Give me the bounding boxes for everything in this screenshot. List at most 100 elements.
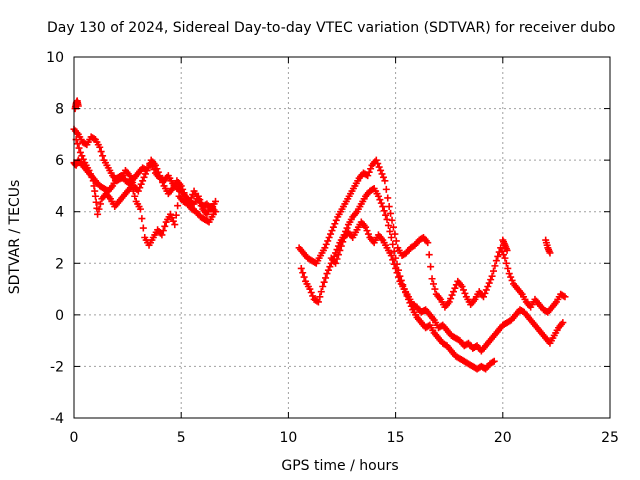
- data-point: [388, 216, 396, 224]
- data-point: [197, 202, 205, 210]
- data-point: [159, 227, 167, 235]
- data-point: [323, 270, 331, 278]
- data-point: [161, 222, 169, 230]
- data-point: [386, 227, 394, 235]
- data-point: [448, 291, 456, 299]
- data-point: [501, 254, 509, 262]
- data-point: [504, 264, 512, 272]
- data-point: [428, 275, 436, 283]
- data-point: [374, 160, 382, 168]
- data-point: [154, 168, 162, 176]
- data-point: [317, 288, 325, 296]
- data-point: [497, 244, 505, 252]
- grid-layer: [74, 57, 610, 418]
- data-point: [364, 230, 372, 238]
- data-point: [329, 223, 337, 231]
- data-point: [403, 292, 411, 300]
- data-point: [177, 182, 185, 190]
- data-point: [387, 209, 395, 217]
- data-point: [392, 264, 400, 272]
- data-point: [137, 180, 145, 188]
- data-point: [447, 295, 455, 303]
- data-point: [99, 152, 107, 160]
- data-point: [299, 269, 307, 277]
- data-point: [382, 211, 390, 219]
- x-axis-label: GPS time / hours: [281, 458, 398, 474]
- data-point: [141, 170, 149, 178]
- data-point: [376, 196, 384, 204]
- data-point: [96, 200, 104, 208]
- series-afternoon-band-C: [327, 218, 498, 373]
- data-point: [337, 242, 345, 250]
- y-tick-label: -2: [50, 359, 64, 375]
- data-point: [375, 163, 383, 171]
- data-point: [389, 240, 397, 248]
- data-point: [138, 215, 146, 223]
- data-point: [492, 257, 500, 265]
- data-point: [379, 203, 387, 211]
- data-point: [404, 295, 412, 303]
- data-point: [505, 270, 513, 278]
- data-point: [445, 298, 453, 306]
- series-morning-band-C: [72, 136, 217, 249]
- data-point: [559, 319, 567, 327]
- data-point: [75, 144, 83, 152]
- y-tick-label: 10: [46, 50, 64, 66]
- data-point: [429, 280, 437, 288]
- data-point: [485, 279, 493, 287]
- data-point: [427, 263, 435, 271]
- data-point: [131, 192, 139, 200]
- data-point: [431, 285, 439, 293]
- data-point: [86, 170, 94, 178]
- data-point: [156, 172, 164, 180]
- data-point: [180, 189, 188, 197]
- data-point: [384, 194, 392, 202]
- data-point: [159, 178, 167, 186]
- data-point: [91, 192, 99, 200]
- data-point: [377, 199, 385, 207]
- data-point: [362, 223, 370, 231]
- data-point: [140, 173, 148, 181]
- data-point: [363, 227, 371, 235]
- data-point: [377, 166, 385, 174]
- data-point: [316, 293, 324, 301]
- data-point: [324, 237, 332, 245]
- x-tick-label: 10: [279, 430, 297, 446]
- data-point: [143, 166, 151, 174]
- x-tick-label: 20: [494, 430, 512, 446]
- data-point: [94, 210, 102, 218]
- data-point: [151, 161, 159, 169]
- data-point: [449, 288, 457, 296]
- data-point: [379, 173, 387, 181]
- data-point: [425, 251, 433, 259]
- data-point: [179, 185, 187, 193]
- data-point: [339, 238, 347, 246]
- data-point: [459, 286, 467, 294]
- data-point: [194, 195, 202, 203]
- axis-ticks-layer: 0 5 10 15 20 25 -4 -2 0 2 4 6 8 10: [46, 50, 619, 446]
- data-point: [372, 156, 380, 164]
- data-point: [212, 197, 220, 205]
- data-point: [390, 260, 398, 268]
- data-point: [480, 293, 488, 301]
- data-point: [313, 297, 321, 305]
- data-point: [380, 207, 388, 215]
- y-tick-label: 4: [55, 205, 64, 221]
- y-tick-label: -4: [50, 411, 64, 427]
- data-point: [327, 230, 335, 238]
- data-point: [383, 215, 391, 223]
- data-point: [319, 282, 327, 290]
- data-point: [92, 198, 100, 206]
- data-point: [458, 282, 466, 290]
- data-point: [128, 182, 136, 190]
- chart-title: Day 130 of 2024, Sidereal Day-to-day VTE…: [47, 20, 615, 36]
- data-point: [451, 284, 459, 292]
- data-point: [97, 148, 105, 156]
- data-point: [300, 273, 308, 281]
- data-point: [507, 273, 515, 281]
- data-point: [321, 244, 329, 252]
- data-point: [126, 172, 134, 180]
- data-point: [85, 166, 93, 174]
- series-afternoon-band-A: [295, 156, 569, 316]
- x-tick-label: 25: [601, 430, 619, 446]
